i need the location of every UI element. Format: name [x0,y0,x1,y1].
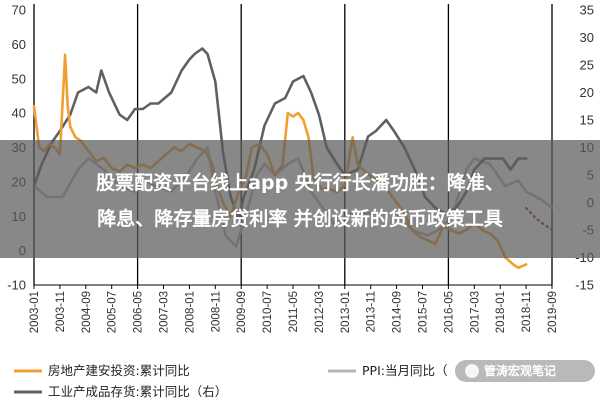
legend-label-ppi: PPI:当月同比（ [362,363,447,378]
x-tick-label-2014-09: 2014-09 [392,291,404,333]
left-tick-label-50: 50 [12,71,26,86]
watermark: 管涛宏观笔记 [455,360,595,382]
x-tick-label-2018-11: 2018-11 [521,291,533,332]
banner-line-2: 降息、降存量房贷利率 并创设新的货币政策工具 [97,207,503,230]
x-tick-label-2006-05: 2006-05 [133,291,145,333]
x-tick-label-2007-03: 2007-03 [159,291,171,333]
watermark-background [455,360,595,382]
x-tick-label-2019-09: 2019-09 [547,291,559,333]
legend-label-inventory: 工业产成品存货:累计同比（右） [48,384,227,399]
x-tick-label-2015-07: 2015-07 [418,291,430,333]
x-tick-label-2012-03: 2012-03 [314,291,326,333]
x-tick-label-2010-07: 2010-07 [262,291,274,333]
x-tick-label-2011-05: 2011-05 [288,291,300,332]
right-tick-label-25: 25 [580,58,594,73]
x-tick-label-2003-01: 2003-01 [29,291,41,333]
banner-background [0,140,600,258]
headline-banner: 股票配资平台线上app 央行行长潘功胜：降准、 降息、降存量房贷利率 并创设新的… [0,140,600,258]
left-tick-label-60: 60 [12,37,26,52]
x-tick-label-2005-07: 2005-07 [107,291,119,333]
x-tick-label-2018-01: 2018-01 [495,291,507,333]
right-tick-label-20: 20 [580,85,594,100]
right-tick-label-30: 30 [580,30,594,45]
x-tick-label-2017-03: 2017-03 [469,291,481,333]
x-tick-label-2009-09: 2009-09 [236,291,248,333]
legend-label-real-estate: 房地产建安投资:累计同比 [48,363,190,378]
wechat-icon [465,364,479,378]
banner-line-1: 股票配资平台线上app 央行行长潘功胜：降准、 [96,171,504,194]
x-tick-label-2008-01: 2008-01 [184,291,196,333]
x-tick-label-2008-11: 2008-11 [210,291,222,332]
x-tick-label-2003-11: 2003-11 [55,291,67,332]
right-tick-label--15: -15 [575,278,594,293]
right-tick-label-15: 15 [580,113,594,128]
x-tick-label-2004-09: 2004-09 [81,291,93,333]
x-tick-label-2013-01: 2013-01 [340,291,352,333]
legend: 房地产建安投资:累计同比 PPI:当月同比（ 工业产成品存货:累计同比（右） [14,363,447,399]
left-tick-label-40: 40 [12,106,26,121]
x-tick-label-2013-11: 2013-11 [366,291,378,332]
x-tick-label-2016-05: 2016-05 [443,291,455,333]
left-tick-label--10: -10 [7,278,26,293]
x-axis: 2003-01 2003-11 2004-09 2005-07 2006-05 2007-… [29,284,559,333]
watermark-text: 管涛宏观笔记 [484,363,556,378]
left-tick-label-70: 70 [12,3,26,18]
right-tick-label-35: 35 [580,3,594,18]
